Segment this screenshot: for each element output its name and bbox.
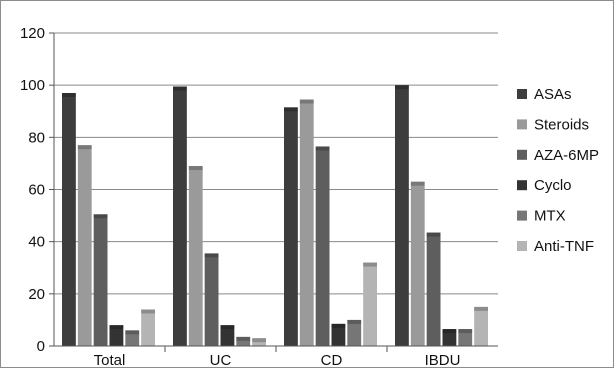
legend: ASAs Steroids AZA-6MP Cyclo MTX Anti-TNF xyxy=(517,86,599,255)
bar-cap xyxy=(62,93,76,97)
bar-cap xyxy=(443,329,457,333)
bar xyxy=(300,100,314,346)
y-tick-label: 80 xyxy=(28,129,45,146)
x-category-label: CD xyxy=(321,352,343,367)
y-tick-label: 0 xyxy=(37,338,45,355)
bar-cap xyxy=(363,263,377,267)
bar-cap xyxy=(189,166,203,170)
y-tick-label: 60 xyxy=(28,182,45,199)
bar xyxy=(141,309,155,346)
legend-swatch xyxy=(517,180,527,190)
legend-label: Steroids xyxy=(534,116,589,133)
bar-cap xyxy=(347,320,361,324)
bar-cap xyxy=(125,330,139,334)
bar-cap xyxy=(427,233,441,237)
x-category-label: UC xyxy=(210,352,232,367)
legend-label: ASAs xyxy=(534,86,572,103)
bar-cap xyxy=(458,329,472,333)
bar-cap xyxy=(252,338,266,342)
x-category-label: Total xyxy=(94,352,126,367)
bar xyxy=(94,214,108,346)
bar-cap xyxy=(236,337,250,341)
y-tick-label: 100 xyxy=(20,77,45,94)
y-tick-label: 20 xyxy=(28,286,45,303)
legend-label: AZA-6MP xyxy=(534,147,599,164)
bar-cap xyxy=(395,85,409,89)
bar-cap xyxy=(78,145,92,149)
bar xyxy=(427,233,441,346)
bar xyxy=(173,86,187,346)
bar xyxy=(395,85,409,346)
bar-cap xyxy=(332,324,346,328)
y-tick-label: 120 xyxy=(20,25,45,42)
legend-label: Cyclo xyxy=(534,177,572,194)
bar xyxy=(474,307,488,346)
bar-cap xyxy=(205,253,219,257)
bar-cap xyxy=(316,146,330,150)
bar xyxy=(411,182,425,346)
legend-label: Anti-TNF xyxy=(534,238,594,255)
bar-cap xyxy=(173,86,187,90)
bar-cap xyxy=(221,325,235,329)
bar xyxy=(78,145,92,346)
y-tick-label: 40 xyxy=(28,234,45,251)
legend-swatch xyxy=(517,89,527,99)
bar-cap xyxy=(300,100,314,104)
axes: 0 20 40 60 80 100 120 Total UC CD IBDU xyxy=(20,25,498,367)
bar-cap xyxy=(94,214,108,218)
bar xyxy=(284,107,298,346)
x-category-label: IBDU xyxy=(425,352,461,367)
bar xyxy=(316,146,330,346)
bar xyxy=(62,93,76,346)
bar xyxy=(205,253,219,346)
legend-swatch xyxy=(517,211,527,221)
bars xyxy=(62,85,488,346)
legend-swatch xyxy=(517,119,527,129)
bar-cap xyxy=(474,307,488,311)
legend-label: MTX xyxy=(534,208,566,225)
bar-cap xyxy=(110,325,124,329)
bar xyxy=(363,263,377,346)
bar xyxy=(189,166,203,346)
legend-swatch xyxy=(517,150,527,160)
legend-swatch xyxy=(517,241,527,251)
bar-cap xyxy=(141,309,155,313)
bar-cap xyxy=(284,107,298,111)
bar-cap xyxy=(411,182,425,186)
